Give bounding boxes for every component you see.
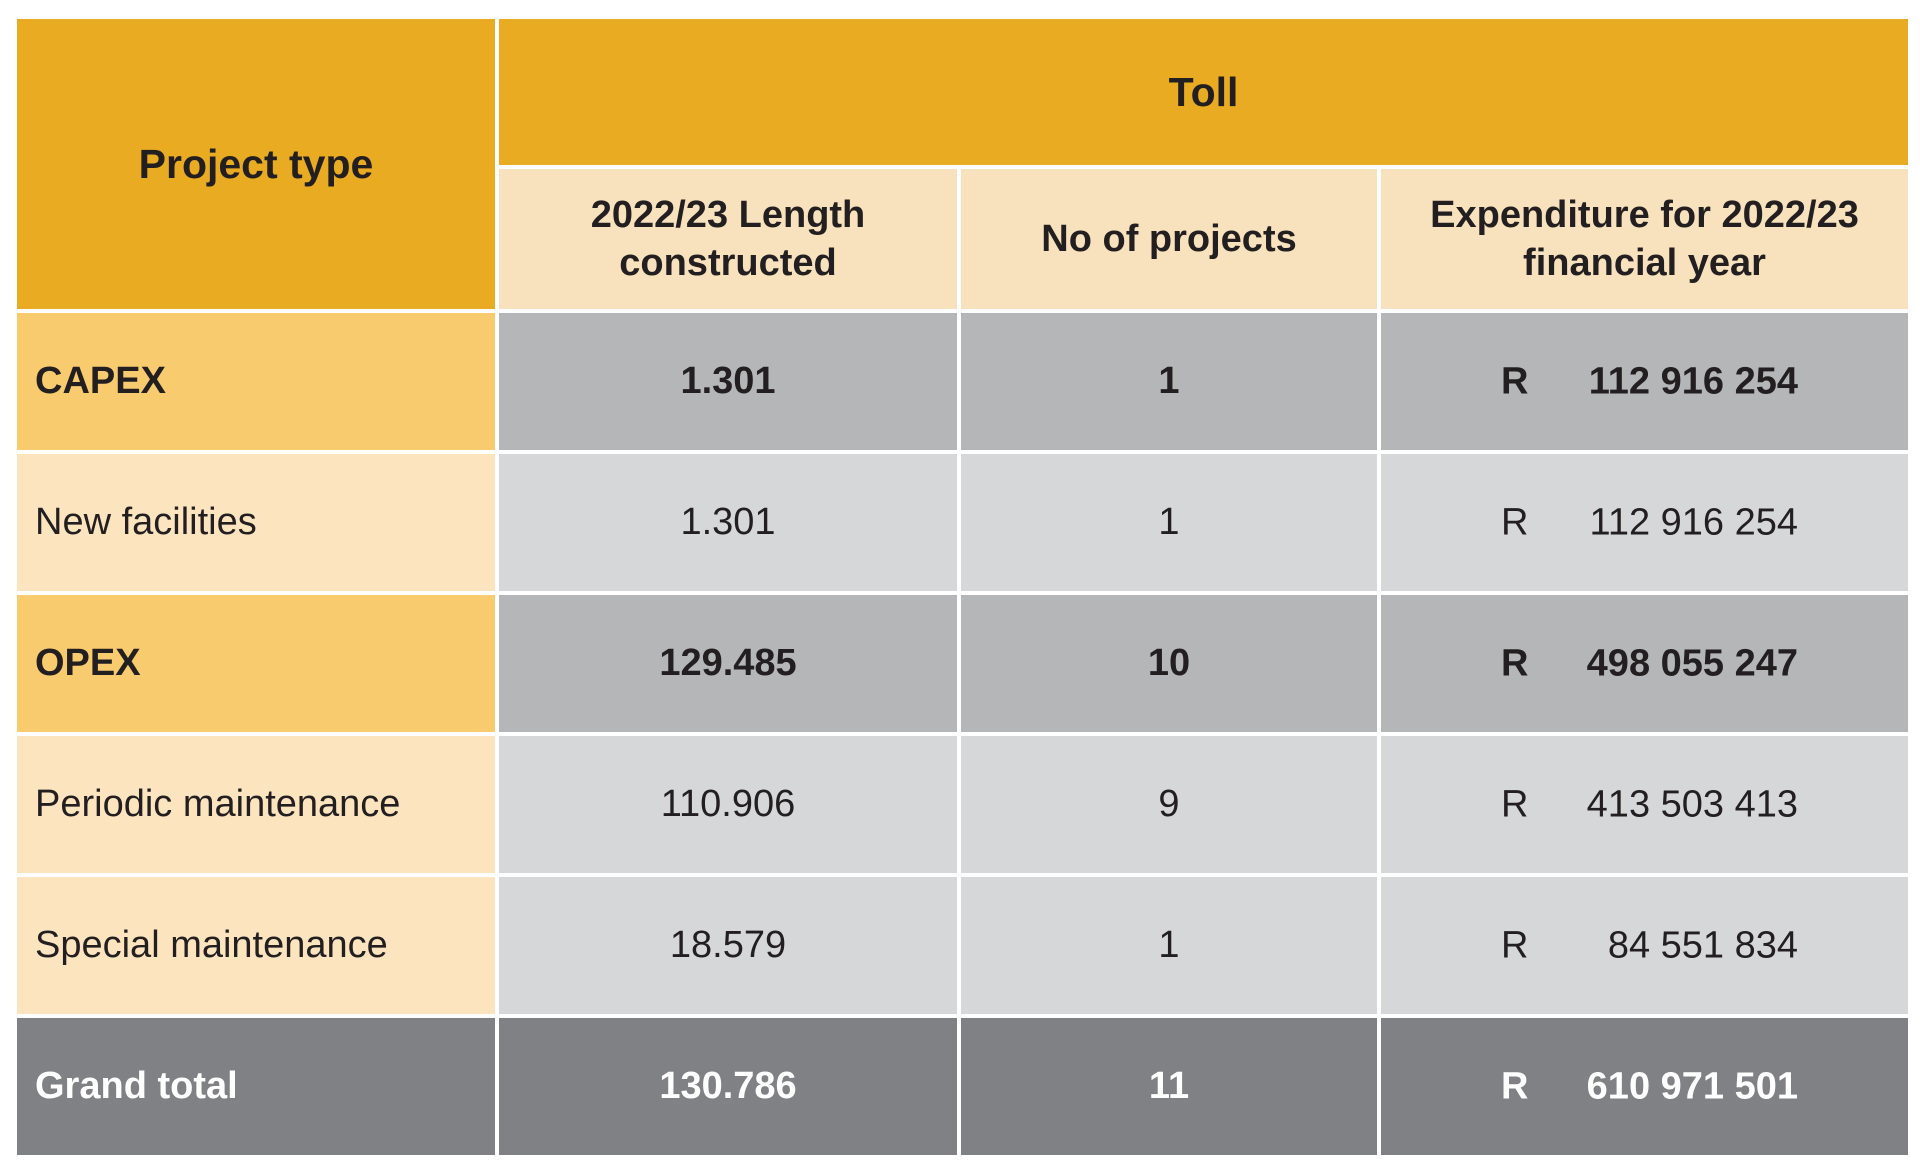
header-no-of-projects-label: No of projects	[1041, 218, 1297, 260]
row-length: 1.301	[495, 450, 961, 595]
row-expenditure: R 84 551 834	[1377, 873, 1912, 1018]
header-length-constructed-label: 2022/23 Length constructed	[590, 194, 866, 284]
row-expenditure: R 610 971 501	[1377, 1014, 1912, 1159]
row-projects: 1	[957, 309, 1381, 454]
row-project-type: CAPEX	[13, 309, 499, 454]
header-project-type: Project type	[13, 15, 499, 313]
row-project-type: Periodic maintenance	[13, 732, 499, 877]
table-row: New facilities 1.301 1 R 112 916 254	[13, 450, 1912, 595]
row-project-type: OPEX	[13, 591, 499, 736]
expenditure-amount: 610 971 501	[1586, 1065, 1798, 1107]
row-length: 130.786	[495, 1014, 961, 1159]
expenditure-amount: 112 916 254	[1589, 501, 1799, 543]
row-project-type: New facilities	[13, 450, 499, 595]
row-projects: 1	[957, 873, 1381, 1018]
row-expenditure: R 413 503 413	[1377, 732, 1912, 877]
row-expenditure: R 498 055 247	[1377, 591, 1912, 736]
header-length-constructed: 2022/23 Length constructed	[495, 165, 961, 313]
row-length: 18.579	[495, 873, 961, 1018]
expenditure-amount: 84 551 834	[1607, 924, 1798, 966]
header-no-of-projects: No of projects	[957, 165, 1381, 313]
currency-symbol: R	[1501, 1065, 1529, 1107]
currency-symbol: R	[1501, 360, 1529, 402]
header-expenditure-label: Expenditure for 2022/23 financial year	[1430, 194, 1859, 284]
table-row: OPEX 129.485 10 R 498 055 247	[13, 591, 1912, 736]
currency-symbol: R	[1501, 924, 1529, 966]
expenditure-amount: 413 503 413	[1586, 783, 1798, 825]
toll-projects-table: Project type Toll 2022/23 Length constru…	[13, 15, 1912, 1159]
row-project-type: Grand total	[13, 1014, 499, 1159]
row-project-type: Special maintenance	[13, 873, 499, 1018]
row-projects: 11	[957, 1014, 1381, 1159]
currency-symbol: R	[1501, 501, 1529, 543]
row-projects: 10	[957, 591, 1381, 736]
header-expenditure: Expenditure for 2022/23 financial year	[1377, 165, 1912, 313]
row-projects: 9	[957, 732, 1381, 877]
header-toll: Toll	[495, 15, 1912, 169]
expenditure-amount: 498 055 247	[1586, 642, 1798, 684]
table-row: CAPEX 1.301 1 R 112 916 254	[13, 309, 1912, 454]
row-projects: 1	[957, 450, 1381, 595]
row-length: 110.906	[495, 732, 961, 877]
currency-symbol: R	[1501, 783, 1529, 825]
table-row: Special maintenance 18.579 1 R 84 551 834	[13, 873, 1912, 1018]
row-length: 1.301	[495, 309, 961, 454]
currency-symbol: R	[1501, 642, 1529, 684]
row-length: 129.485	[495, 591, 961, 736]
toll-projects-table-wrap: Project type Toll 2022/23 Length constru…	[13, 15, 1912, 1159]
table-row-grand-total: Grand total 130.786 11 R 610 971 501	[13, 1014, 1912, 1159]
row-expenditure: R 112 916 254	[1377, 309, 1912, 454]
table-row: Periodic maintenance 110.906 9 R 413 503 …	[13, 732, 1912, 877]
expenditure-amount: 112 916 254	[1588, 360, 1798, 402]
row-expenditure: R 112 916 254	[1377, 450, 1912, 595]
